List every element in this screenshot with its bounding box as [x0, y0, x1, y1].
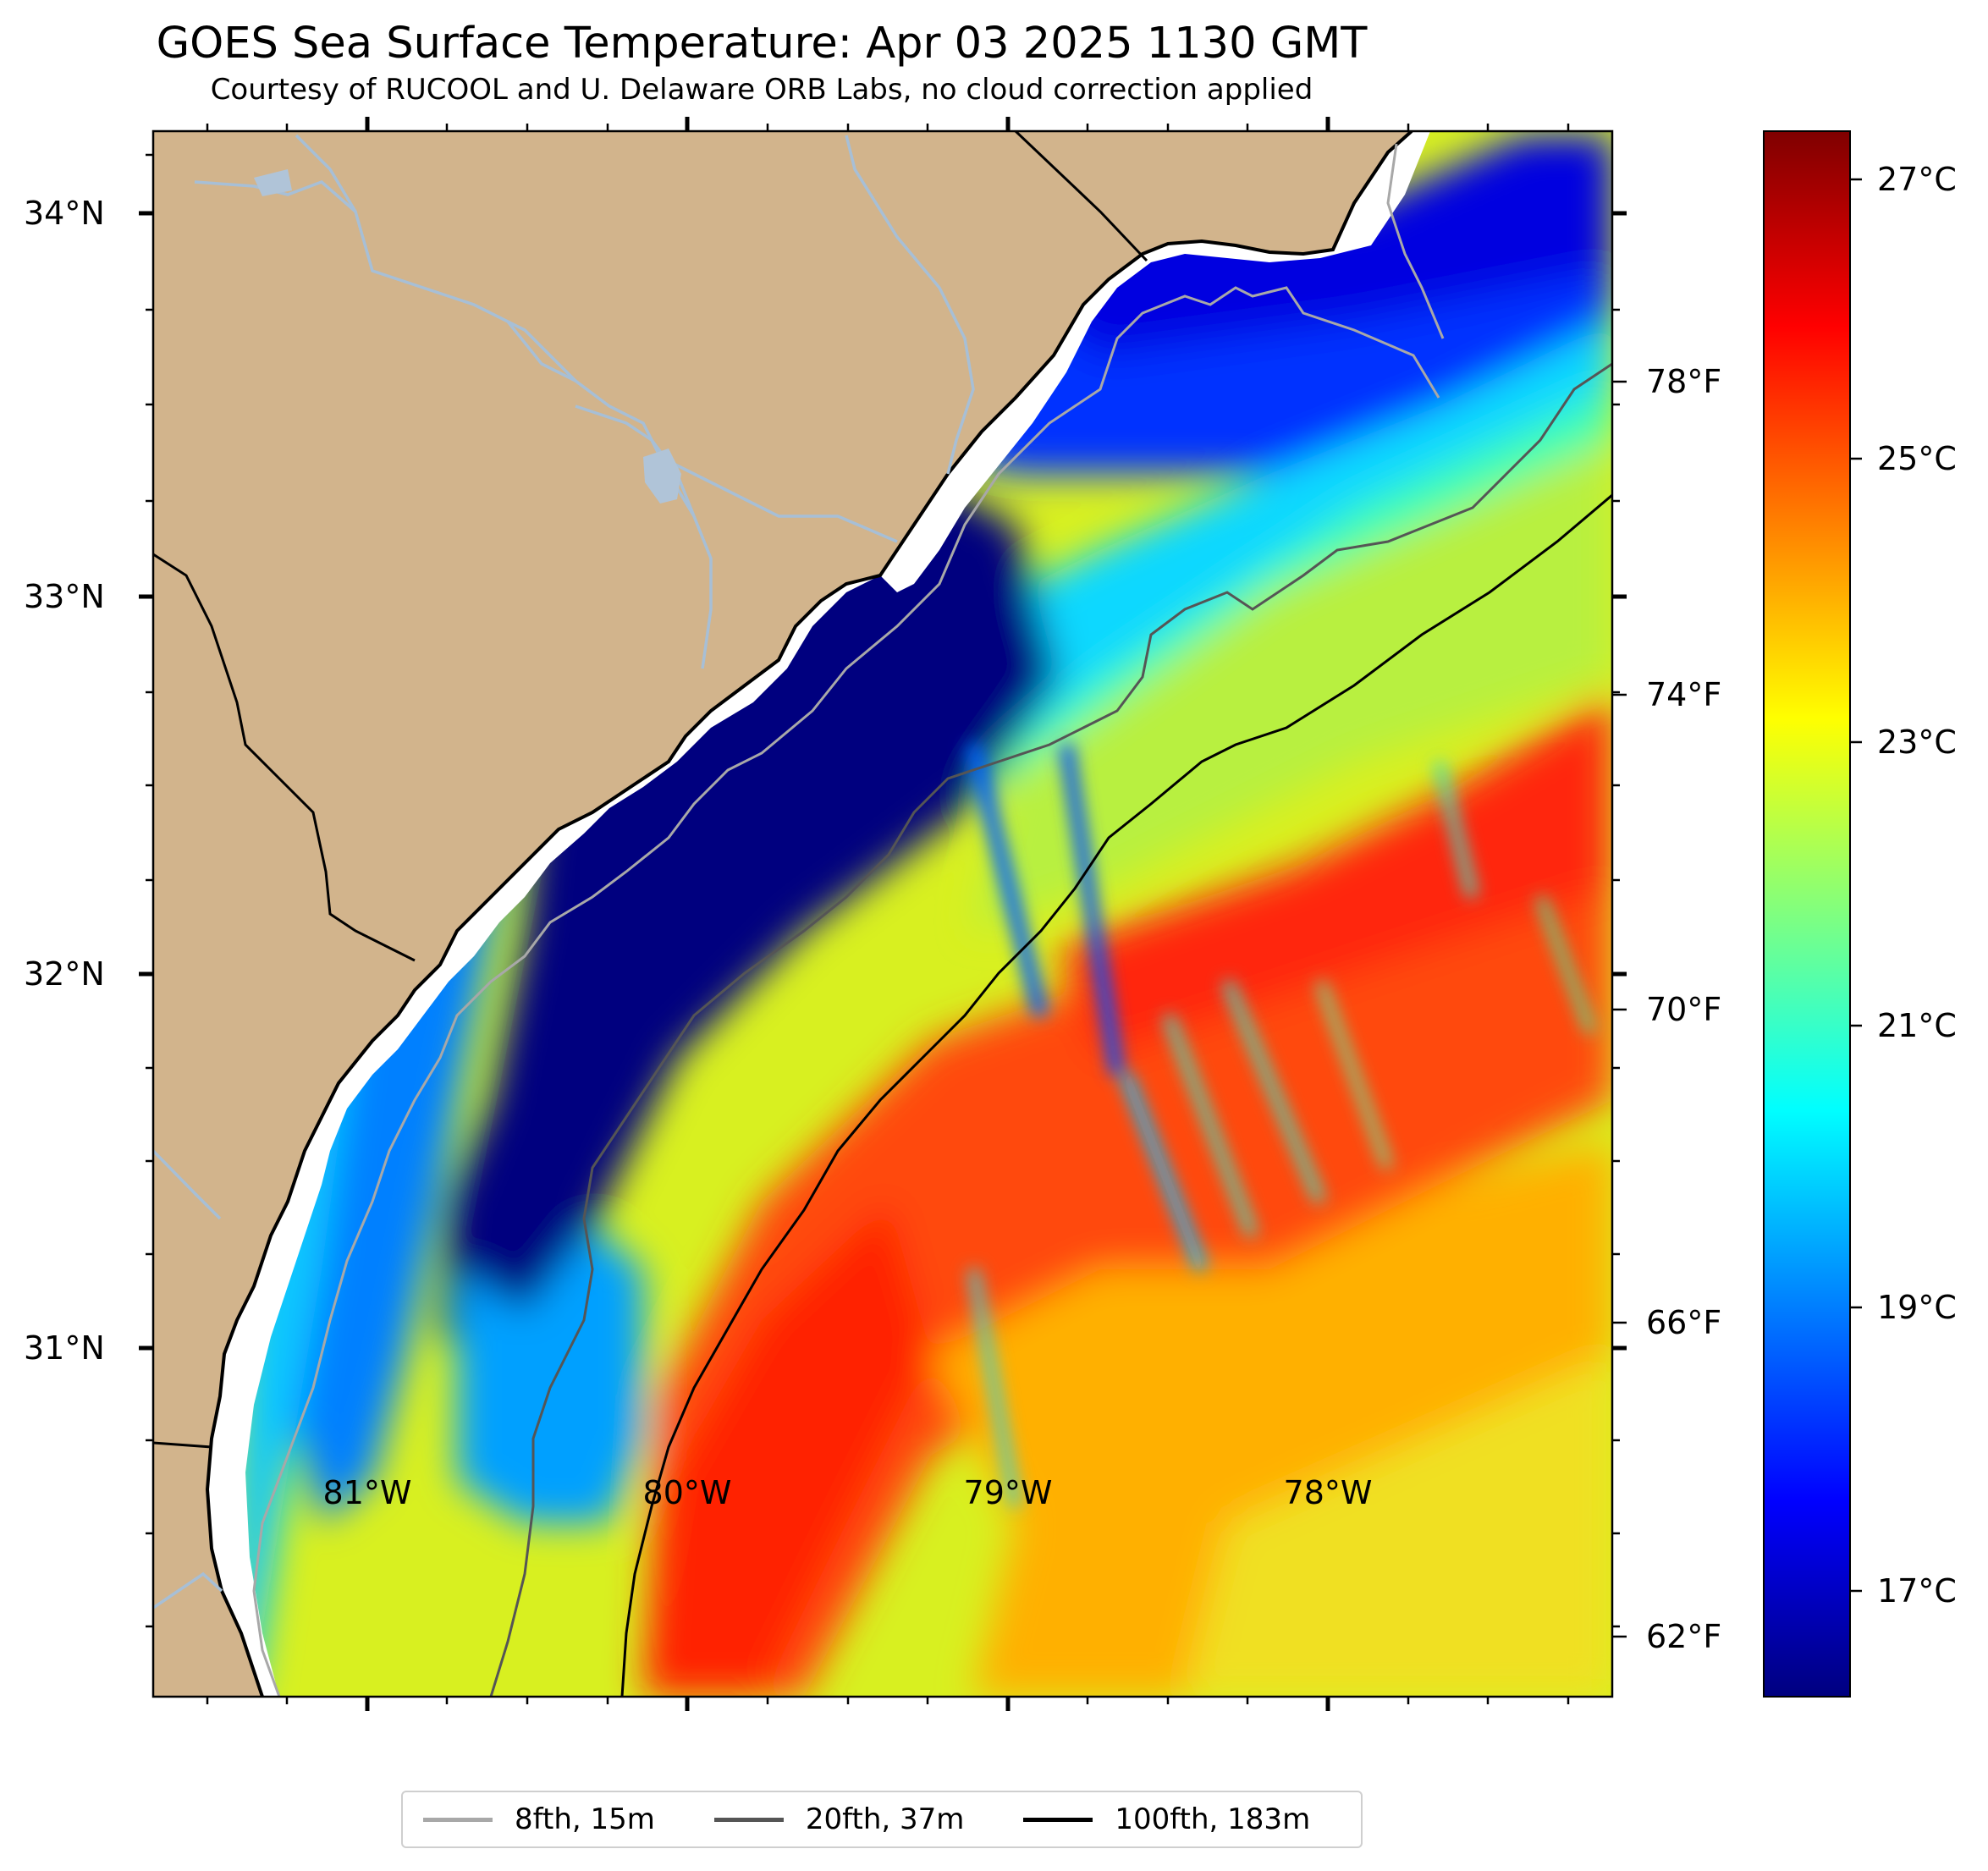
celsius-label: 25°C: [1877, 440, 1957, 477]
contour-20fth: [489, 362, 1612, 1697]
fahrenheit-label: 62°F: [1646, 1618, 1722, 1655]
celsius-label: 23°C: [1877, 724, 1957, 761]
celsius-label: 17°C: [1877, 1572, 1957, 1610]
land-polygon: [153, 131, 1412, 1697]
major-ticks: [139, 117, 1627, 1711]
sst-field: [229, 135, 1612, 1697]
colorbar: [1763, 130, 1851, 1698]
map-title: GOES Sea Surface Temperature: Apr 03 202…: [156, 19, 1368, 69]
contour-100fth: [620, 493, 1612, 1697]
celsius-label: 21°C: [1877, 1007, 1957, 1044]
contour-legend: 8fth, 15m 20fth, 37m 100fth, 183m: [401, 1791, 1363, 1848]
contour-8fth-north: [1386, 143, 1445, 339]
celsius-label: 27°C: [1877, 161, 1957, 198]
contour-8fth: [252, 286, 1440, 1697]
lake: [643, 448, 681, 504]
legend-item-100fth: 100fth, 183m: [1023, 1802, 1310, 1836]
lon-label-78w: 78°W: [1283, 1474, 1373, 1511]
legend-swatch-20fth: [713, 1817, 784, 1822]
legend-label: 20fth, 37m: [805, 1802, 965, 1836]
legend-item-8fth: 8fth, 15m: [423, 1802, 655, 1836]
fahrenheit-label: 74°F: [1646, 676, 1722, 713]
lon-label-79w: 79°W: [963, 1474, 1053, 1511]
fahrenheit-label: 66°F: [1646, 1304, 1722, 1341]
state-borders: [153, 131, 1148, 1449]
lat-label-32n: 32°N: [24, 955, 105, 993]
lat-label-33n: 33°N: [24, 578, 105, 615]
legend-swatch-100fth: [1023, 1817, 1093, 1822]
legend-item-20fth: 20fth, 37m: [713, 1802, 965, 1836]
colorbar-ticks: [1850, 178, 1862, 1593]
coastline: [205, 131, 1413, 1697]
lon-label-81w: 81°W: [322, 1474, 412, 1511]
map-frame: [151, 129, 1614, 1698]
map-subtitle: Courtesy of RUCOOL and U. Delaware ORB L…: [210, 73, 1313, 107]
map-area: [153, 131, 1612, 1697]
fahrenheit-tick-marks: [1612, 380, 1627, 1638]
lat-label-31n: 31°N: [24, 1329, 105, 1367]
lon-label-80w: 80°W: [642, 1474, 732, 1511]
coastal-nodata-strip: [880, 131, 1430, 592]
celsius-label: 19°C: [1877, 1289, 1957, 1326]
sst-streaks: [966, 742, 1595, 1508]
minor-ticks: [146, 124, 1620, 1704]
lat-label-34n: 34°N: [24, 195, 105, 232]
legend-label: 100fth, 183m: [1115, 1802, 1311, 1836]
fahrenheit-label: 78°F: [1646, 363, 1722, 400]
legend-label: 8fth, 15m: [515, 1802, 655, 1836]
fahrenheit-label: 70°F: [1646, 991, 1722, 1028]
legend-swatch-8fth: [423, 1817, 493, 1822]
